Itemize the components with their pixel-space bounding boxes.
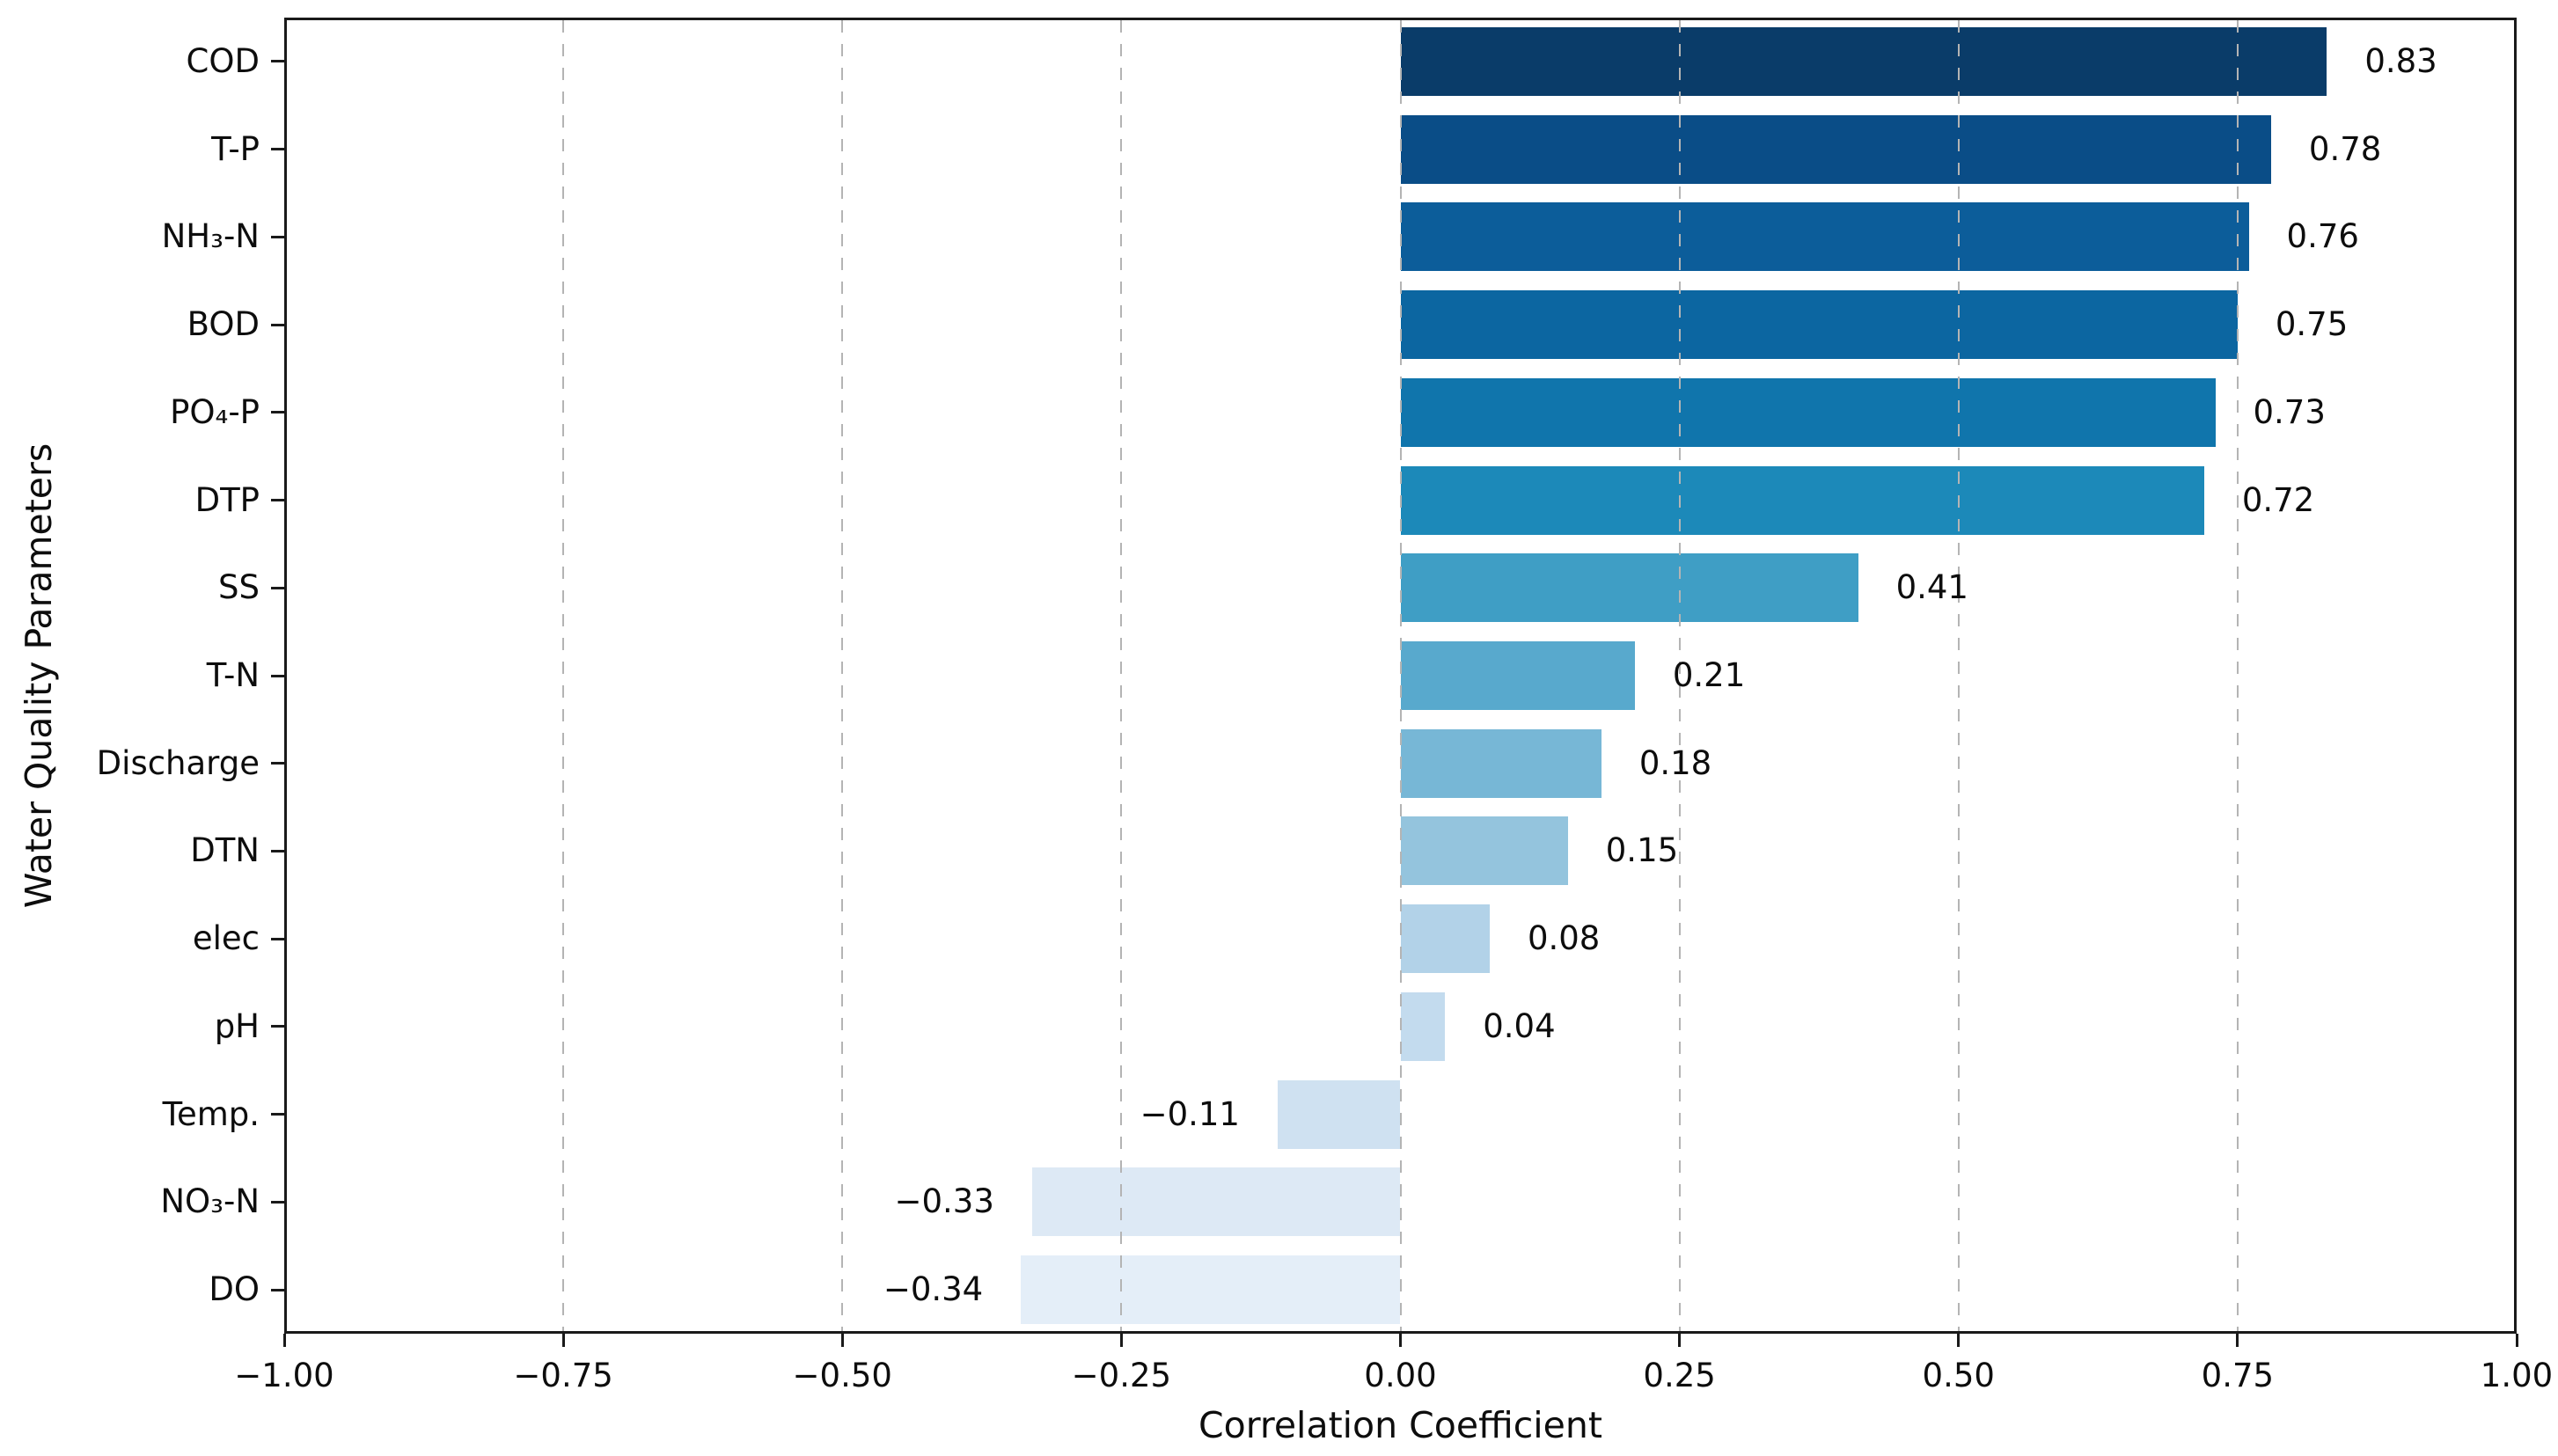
- y-tick-mark-do: [271, 1288, 284, 1291]
- y-tick-label-temp: Temp.: [162, 1094, 260, 1133]
- x-tick-label-1: 1.00: [2480, 1357, 2554, 1394]
- y-tick-label-do: DO: [209, 1270, 260, 1309]
- x-tick-label--0.75: −0.75: [513, 1357, 613, 1394]
- y-tick-mark-po-p: [271, 411, 284, 414]
- bar-do: [1021, 1255, 1401, 1325]
- y-tick-mark-dtn: [271, 849, 284, 852]
- value-label-t-p: 0.78: [2308, 129, 2382, 168]
- bar-bod: [1400, 290, 2238, 360]
- x-tick-mark--0.5: [840, 1334, 844, 1347]
- x-tick-label--1: −1.00: [234, 1357, 334, 1394]
- y-tick-mark-cod: [271, 60, 284, 63]
- y-tick-mark-ss: [271, 586, 284, 589]
- value-label-ph: 0.04: [1483, 1006, 1556, 1045]
- value-label-elec: 0.08: [1527, 919, 1601, 958]
- x-tick-mark-0.75: [2236, 1334, 2239, 1347]
- y-tick-mark-dtp: [271, 499, 284, 502]
- y-tick-mark-nh-n: [271, 235, 284, 238]
- y-axis-title: Water Quality Parameters: [18, 443, 60, 909]
- gridline-x-0.5: [1957, 20, 1960, 1331]
- y-tick-label-po-p: PO₄-P: [170, 392, 260, 431]
- x-tick-label--0.5: −0.50: [792, 1357, 892, 1394]
- x-tick-label-0.75: 0.75: [2201, 1357, 2275, 1394]
- bar-temp: [1277, 1079, 1401, 1149]
- y-tick-mark-discharge: [271, 762, 284, 765]
- x-axis-title: Correlation Coefficient: [1198, 1404, 1602, 1446]
- x-tick-mark--0.25: [1119, 1334, 1123, 1347]
- x-tick-mark-0: [1399, 1334, 1402, 1347]
- y-tick-label-bod: BOD: [187, 305, 260, 344]
- value-label-po-p: 0.73: [2253, 392, 2326, 431]
- x-tick-mark--0.75: [561, 1334, 565, 1347]
- bar-elec: [1400, 904, 1490, 974]
- y-tick-label-dtn: DTN: [190, 831, 260, 870]
- y-tick-label-elec: elec: [192, 919, 260, 958]
- value-label-no-n: −0.33: [894, 1182, 994, 1221]
- value-label-dtp: 0.72: [2241, 480, 2315, 519]
- y-tick-mark-t-p: [271, 148, 284, 151]
- value-label-nh-n: 0.76: [2286, 217, 2359, 256]
- value-label-ss: 0.41: [1895, 568, 1968, 607]
- value-label-cod: 0.83: [2364, 41, 2437, 80]
- x-tick-mark-0.5: [1957, 1334, 1961, 1347]
- y-tick-mark-no-n: [271, 1200, 284, 1204]
- bar-cod: [1400, 26, 2327, 96]
- x-tick-mark-1: [2515, 1334, 2518, 1347]
- bar-discharge: [1400, 728, 1601, 798]
- bar-dtp: [1400, 465, 2204, 535]
- gridline-x--0.25: [1120, 20, 1123, 1331]
- gridline-x-0: [1399, 20, 1402, 1331]
- y-tick-mark-elec: [271, 937, 284, 940]
- y-tick-mark-t-n: [271, 674, 284, 677]
- value-label-t-n: 0.21: [1672, 656, 1746, 694]
- y-tick-label-nh-n: NH₃-N: [161, 217, 260, 256]
- x-tick-mark-0.25: [1678, 1334, 1682, 1347]
- bar-po-p: [1400, 377, 2216, 447]
- x-tick-label-0: 0.00: [1364, 1357, 1437, 1394]
- bar-nh-n: [1400, 202, 2249, 272]
- x-tick-mark--1: [282, 1334, 286, 1347]
- gridline-x--0.5: [841, 20, 844, 1331]
- x-tick-label--0.25: −0.25: [1071, 1357, 1172, 1394]
- bar-ph: [1400, 991, 1446, 1061]
- x-tick-label-0.5: 0.50: [1922, 1357, 1995, 1394]
- gridline-x-0.25: [1678, 20, 1681, 1331]
- value-label-do: −0.34: [883, 1270, 984, 1309]
- value-label-dtn: 0.15: [1605, 831, 1679, 870]
- bar-dtn: [1400, 816, 1568, 886]
- y-tick-label-t-p: T-P: [211, 129, 260, 168]
- value-label-bod: 0.75: [2275, 305, 2349, 344]
- y-tick-label-ss: SS: [218, 568, 260, 607]
- y-tick-label-no-n: NO₃-N: [160, 1182, 260, 1221]
- y-tick-label-t-n: T-N: [206, 656, 260, 694]
- value-label-discharge: 0.18: [1638, 743, 1712, 782]
- y-tick-mark-temp: [271, 1113, 284, 1116]
- y-tick-mark-bod: [271, 323, 284, 326]
- value-label-temp: −0.11: [1140, 1094, 1240, 1133]
- y-tick-label-ph: pH: [214, 1006, 260, 1045]
- y-tick-mark-ph: [271, 1025, 284, 1028]
- gridline-x--0.75: [562, 20, 565, 1331]
- y-tick-label-discharge: Discharge: [96, 743, 260, 782]
- bar-no-n: [1031, 1167, 1401, 1237]
- bar-ss: [1400, 553, 1858, 623]
- bar-t-p: [1400, 114, 2271, 184]
- x-tick-label-0.25: 0.25: [1643, 1357, 1716, 1394]
- gridline-x-0.75: [2236, 20, 2239, 1331]
- bar-t-n: [1400, 641, 1635, 710]
- y-tick-label-cod: COD: [186, 41, 260, 80]
- y-tick-label-dtp: DTP: [194, 480, 260, 519]
